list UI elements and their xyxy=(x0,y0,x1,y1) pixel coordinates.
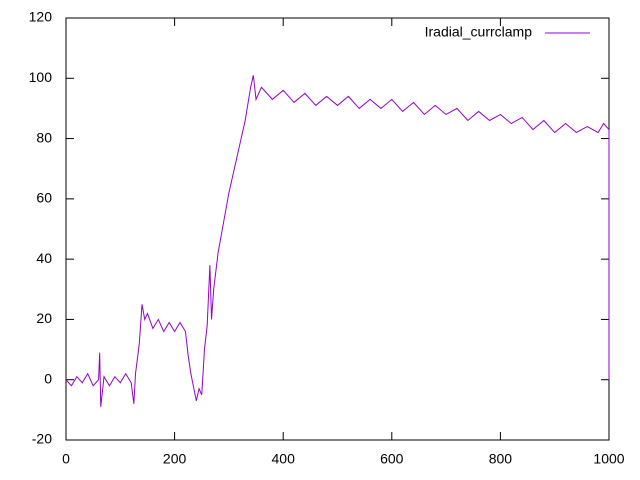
y-tick-label: 60 xyxy=(36,190,52,206)
x-tick-label: 0 xyxy=(62,451,70,467)
y-tick-label: 40 xyxy=(36,250,52,266)
x-tick-label: 200 xyxy=(163,451,187,467)
x-tick-label: 1000 xyxy=(593,451,624,467)
y-tick-label: 120 xyxy=(29,9,53,25)
y-tick-label: 20 xyxy=(36,310,52,326)
y-tick-label: 100 xyxy=(29,69,53,85)
y-tick-label: 0 xyxy=(44,370,52,386)
x-tick-label: 800 xyxy=(489,451,513,467)
x-tick-label: 600 xyxy=(380,451,404,467)
data-line xyxy=(65,75,610,407)
y-tick-label: 80 xyxy=(36,129,52,145)
y-tick-label: -20 xyxy=(32,431,52,447)
x-tick-label: 400 xyxy=(272,451,296,467)
legend-label: Iradial_currclamp xyxy=(425,24,533,40)
plot-frame xyxy=(65,17,610,441)
